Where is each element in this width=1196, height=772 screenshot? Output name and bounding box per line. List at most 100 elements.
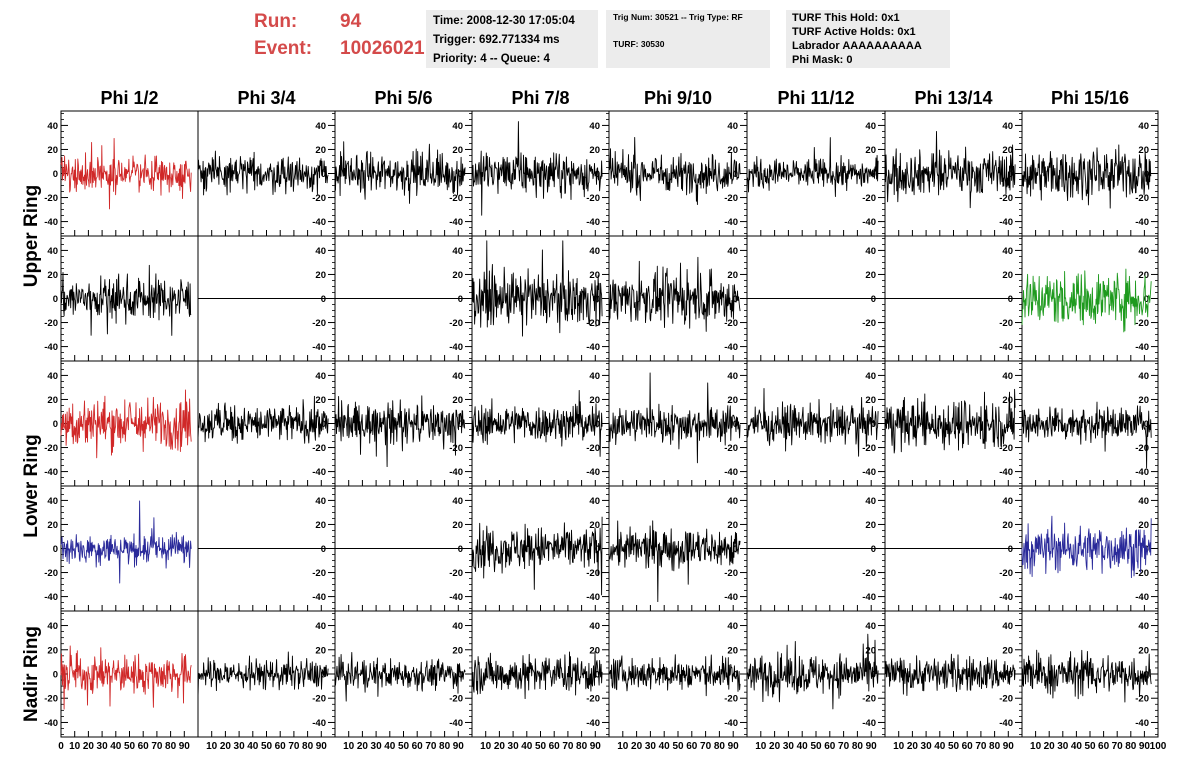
- x-tick-label: 20: [494, 741, 506, 752]
- x-tick-label: 20: [907, 741, 919, 752]
- x-tick-label: 50: [261, 741, 273, 752]
- x-tick-label: 70: [1112, 741, 1124, 752]
- y-tick-label: 40: [865, 621, 876, 632]
- y-tick-label: -40: [862, 592, 876, 603]
- trigger-info-box: Trig Num: 30521 -- Trig Type: RF TURF: 3…: [606, 10, 770, 68]
- y-tick-label: -20: [724, 443, 738, 454]
- x-tick-label: 40: [797, 741, 809, 752]
- y-tick-label: 40: [1138, 496, 1149, 507]
- y-tick-label: 40: [1002, 121, 1013, 132]
- y-tick-label: -40: [449, 467, 463, 478]
- event-value: 10026021: [340, 38, 425, 59]
- waveform-trace: [197, 150, 329, 196]
- y-tick-label: 40: [452, 496, 463, 507]
- y-tick-label: 0: [871, 544, 876, 555]
- y-tick-label: -20: [44, 193, 58, 204]
- y-tick-label: 20: [1138, 645, 1149, 656]
- y-tick-label: -40: [862, 217, 876, 228]
- x-tick-label: 70: [425, 741, 437, 752]
- waveform-trace: [197, 395, 329, 444]
- y-tick-label: -40: [44, 467, 58, 478]
- y-tick-label: 20: [589, 645, 600, 656]
- turf-info-box: TURF This Hold: 0x1 TURF Active Holds: 0…: [786, 10, 950, 68]
- y-tick-label: 20: [452, 270, 463, 281]
- y-tick-label: 20: [865, 145, 876, 156]
- waveform-trace: [1021, 144, 1152, 209]
- y-tick-label: 20: [865, 270, 876, 281]
- y-tick-label: 40: [727, 496, 738, 507]
- x-tick-label: 90: [1139, 741, 1151, 752]
- y-tick-label: -40: [449, 217, 463, 228]
- y-tick-label: 0: [321, 294, 326, 305]
- y-tick-label: -40: [449, 342, 463, 353]
- x-tick-label: 70: [151, 741, 163, 752]
- waveform-trace: [60, 645, 192, 710]
- turf-num-text: TURF: 30530: [613, 39, 665, 49]
- x-tick-label: 20: [769, 741, 781, 752]
- x-tick-label: 20: [1044, 741, 1056, 752]
- y-tick-label: -40: [312, 467, 326, 478]
- x-tick-label: 30: [508, 741, 520, 752]
- y-tick-label: 40: [1002, 371, 1013, 382]
- x-tick-label: 90: [1003, 741, 1015, 752]
- y-tick-label: 40: [727, 371, 738, 382]
- labrador-text: Labrador AAAAAAAAAA: [792, 40, 922, 52]
- waveform-trace: [60, 500, 192, 584]
- y-tick-label: -40: [1135, 342, 1149, 353]
- y-tick-label: 40: [452, 246, 463, 257]
- y-tick-label: -20: [586, 443, 600, 454]
- x-tick-label: 10: [755, 741, 767, 752]
- turf-hold-text: TURF This Hold: 0x1: [792, 12, 900, 24]
- y-tick-label: -40: [724, 718, 738, 729]
- y-tick-label: -40: [1135, 592, 1149, 603]
- y-tick-label: 40: [589, 246, 600, 257]
- x-tick-label: 50: [810, 741, 822, 752]
- y-tick-label: -40: [312, 592, 326, 603]
- y-tick-label: 20: [452, 145, 463, 156]
- y-tick-label: 20: [452, 645, 463, 656]
- waveform-trace: [60, 264, 192, 336]
- run-label: Run:: [254, 11, 298, 32]
- x-tick-label: 50: [398, 741, 410, 752]
- x-tick-label: 90: [316, 741, 328, 752]
- y-tick-label: -40: [724, 342, 738, 353]
- y-tick-label: -20: [449, 443, 463, 454]
- x-tick-label: 90: [179, 741, 191, 752]
- column-header: Phi 5/6: [374, 88, 432, 108]
- y-tick-label: -40: [44, 217, 58, 228]
- x-tick-label: 60: [275, 741, 287, 752]
- y-tick-label: 40: [1002, 496, 1013, 507]
- y-tick-label: 40: [315, 621, 326, 632]
- y-tick-label: -20: [586, 694, 600, 705]
- y-tick-label: 20: [865, 645, 876, 656]
- y-tick-label: -40: [449, 592, 463, 603]
- column-header: Phi 15/16: [1051, 88, 1129, 108]
- y-tick-label: -40: [449, 718, 463, 729]
- y-tick-label: -20: [1135, 443, 1149, 454]
- y-tick-label: -40: [999, 718, 1013, 729]
- column-header: Phi 11/12: [777, 88, 854, 108]
- y-tick-label: 0: [321, 544, 326, 555]
- y-tick-label: 20: [315, 145, 326, 156]
- y-tick-label: -40: [586, 217, 600, 228]
- y-tick-label: 0: [871, 294, 876, 305]
- y-tick-label: -20: [449, 193, 463, 204]
- y-tick-label: 20: [727, 395, 738, 406]
- y-tick-label: 20: [1138, 145, 1149, 156]
- y-tick-label: 40: [1138, 371, 1149, 382]
- y-tick-label: -20: [449, 568, 463, 579]
- y-tick-label: -20: [312, 193, 326, 204]
- y-tick-label: -20: [862, 568, 876, 579]
- x-tick-label: 80: [439, 741, 451, 752]
- y-tick-label: -40: [862, 342, 876, 353]
- x-tick-label: 60: [412, 741, 424, 752]
